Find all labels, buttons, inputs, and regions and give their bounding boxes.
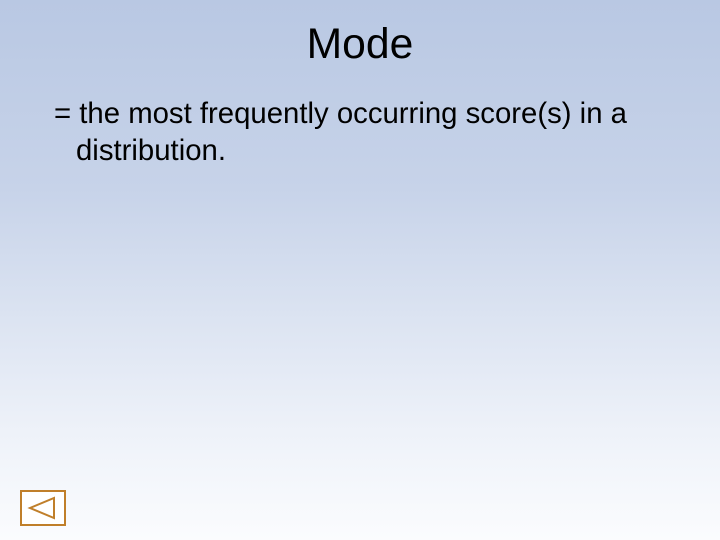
back-arrow-icon [20, 490, 66, 526]
definition-text: = the most frequently occurring score(s)… [54, 96, 654, 169]
slide: Mode = the most frequently occurring sco… [0, 0, 720, 540]
back-button[interactable] [20, 490, 66, 526]
slide-title: Mode [0, 20, 720, 69]
